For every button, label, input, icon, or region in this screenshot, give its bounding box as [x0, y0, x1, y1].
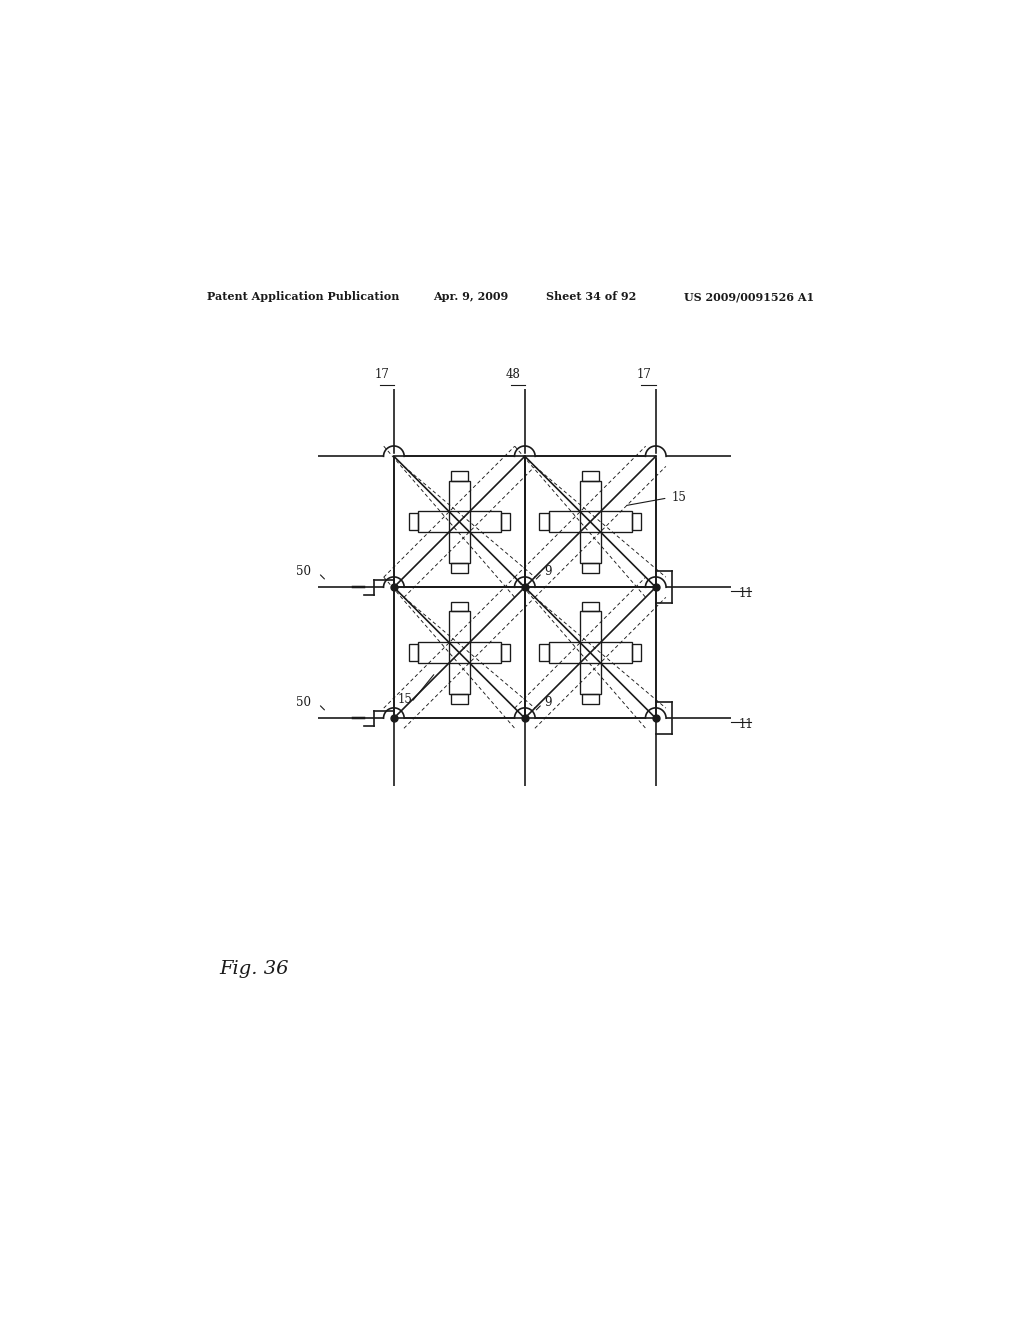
Bar — [549, 511, 632, 532]
Bar — [582, 564, 599, 573]
Bar — [540, 644, 549, 661]
Bar — [582, 471, 599, 480]
Text: 11: 11 — [739, 718, 754, 731]
Text: 9: 9 — [545, 696, 552, 709]
Text: 11: 11 — [739, 587, 754, 601]
Bar — [632, 644, 641, 661]
Text: US 2009/0091526 A1: US 2009/0091526 A1 — [684, 292, 814, 302]
Bar — [501, 513, 510, 531]
Bar — [409, 644, 418, 661]
Bar — [540, 513, 549, 531]
Bar — [580, 611, 601, 694]
Bar — [451, 564, 468, 573]
Bar — [418, 643, 501, 663]
Text: 48: 48 — [506, 368, 521, 381]
Text: Sheet 34 of 92: Sheet 34 of 92 — [546, 292, 637, 302]
Bar — [451, 602, 468, 611]
Text: 15: 15 — [672, 491, 686, 504]
Bar — [409, 513, 418, 531]
Bar — [582, 602, 599, 611]
Bar — [449, 480, 470, 564]
Bar — [449, 611, 470, 694]
Bar — [632, 513, 641, 531]
Bar — [501, 644, 510, 661]
Bar — [580, 480, 601, 564]
Text: 50: 50 — [296, 696, 310, 709]
Bar — [549, 643, 632, 663]
Text: Fig. 36: Fig. 36 — [219, 960, 289, 978]
Text: 50: 50 — [296, 565, 310, 578]
Bar — [582, 694, 599, 704]
Text: 15: 15 — [397, 693, 413, 706]
Text: Apr. 9, 2009: Apr. 9, 2009 — [433, 292, 509, 302]
Text: Patent Application Publication: Patent Application Publication — [207, 292, 399, 302]
Bar — [451, 694, 468, 704]
Bar — [418, 511, 501, 532]
Text: 17: 17 — [637, 368, 652, 381]
Bar — [451, 471, 468, 480]
Text: 9: 9 — [545, 565, 552, 578]
Text: 17: 17 — [375, 368, 390, 381]
